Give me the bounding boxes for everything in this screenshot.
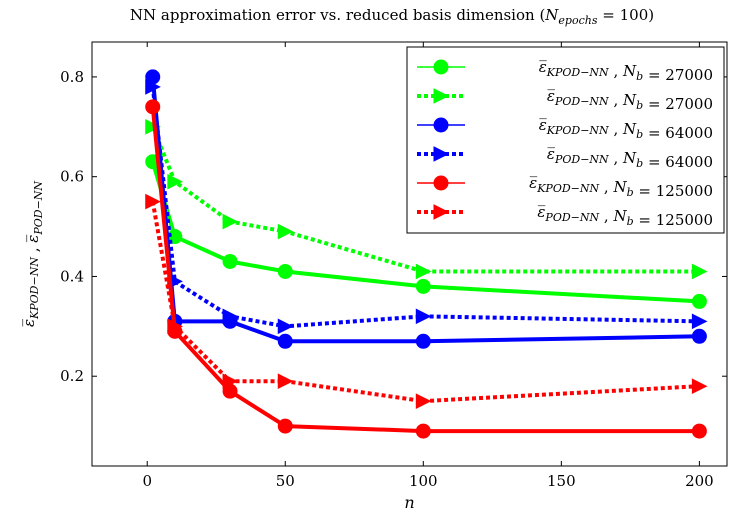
series-line bbox=[150, 201, 700, 404]
legend-swatch-marker bbox=[433, 204, 450, 220]
series-line bbox=[150, 126, 700, 274]
legend-swatch-marker bbox=[433, 117, 449, 133]
legend-entry-label: ε̅KPOD−NN , Nb = 64000 bbox=[539, 116, 713, 142]
series-line bbox=[150, 86, 700, 329]
data-point bbox=[145, 193, 161, 210]
legend-swatch-marker bbox=[433, 88, 450, 104]
series-line bbox=[150, 161, 700, 304]
data-point bbox=[691, 423, 707, 439]
y-tick-label: 0.6 bbox=[60, 168, 84, 186]
data-point bbox=[691, 263, 708, 280]
data-point bbox=[145, 99, 161, 115]
data-point bbox=[277, 418, 293, 434]
legend: ε̅KPOD−NN , Nb = 27000 ε̅POD−NN , Nb = 27… bbox=[406, 46, 725, 234]
x-tick-label: 150 bbox=[547, 472, 576, 490]
series-5 bbox=[145, 99, 707, 439]
y-tick-label: 0.8 bbox=[60, 68, 84, 86]
data-point bbox=[277, 263, 293, 279]
x-tick-label: 0 bbox=[142, 472, 152, 490]
legend-entry-label: ε̅POD−NN , Nb = 27000 bbox=[547, 87, 713, 113]
legend-entry-label: ε̅POD−NN , Nb = 64000 bbox=[547, 145, 713, 171]
data-point bbox=[145, 79, 161, 95]
data-point bbox=[691, 328, 707, 344]
legend-entry-label: ε̅POD−NN , Nb = 125000 bbox=[537, 203, 713, 229]
data-point bbox=[277, 373, 294, 390]
data-point bbox=[222, 253, 238, 269]
data-point bbox=[277, 333, 293, 349]
data-point bbox=[222, 213, 239, 230]
legend-box bbox=[406, 46, 725, 234]
data-point bbox=[222, 308, 239, 325]
series-layer bbox=[145, 69, 708, 439]
x-axis-label: n bbox=[404, 493, 414, 512]
x-tick-label: 50 bbox=[276, 472, 295, 490]
data-point bbox=[167, 173, 183, 190]
data-point bbox=[415, 263, 432, 280]
data-point bbox=[415, 333, 431, 349]
legend-swatch-marker bbox=[433, 175, 449, 191]
chart-title: NN approximation error vs. reduced basis… bbox=[130, 6, 654, 27]
axes: 0 50 100 150 200 0.2 0.4 0.6 0.8 n ε̅KPOD−NN , ε̅P… bbox=[20, 41, 728, 512]
series-line bbox=[150, 106, 700, 434]
y-tick-label: 0.4 bbox=[60, 267, 84, 285]
y-tick-label: 0.2 bbox=[60, 367, 84, 385]
data-point bbox=[167, 318, 183, 335]
x-tick-label: 200 bbox=[685, 472, 714, 490]
data-point bbox=[415, 423, 431, 439]
legend-swatch-marker bbox=[433, 59, 449, 75]
data-point bbox=[415, 393, 432, 409]
legend-entry-label: ε̅KPOD−NN , Nb = 27000 bbox=[539, 58, 713, 84]
data-point bbox=[691, 313, 708, 330]
data-point bbox=[222, 373, 239, 390]
legend-entry-label: ε̅KPOD−NN , Nb = 125000 bbox=[529, 174, 713, 200]
axes-frame bbox=[91, 41, 728, 467]
data-point bbox=[691, 378, 708, 394]
data-point bbox=[277, 223, 294, 240]
data-point bbox=[415, 308, 432, 325]
legend-swatch-marker bbox=[433, 146, 450, 162]
y-axis-label: ε̅KPOD−NN , ε̅POD−NN bbox=[20, 181, 45, 327]
data-point bbox=[277, 318, 294, 335]
data-point bbox=[691, 293, 707, 309]
data-point bbox=[415, 278, 431, 294]
x-tick-label: 100 bbox=[409, 472, 438, 490]
series-6 bbox=[145, 193, 708, 409]
